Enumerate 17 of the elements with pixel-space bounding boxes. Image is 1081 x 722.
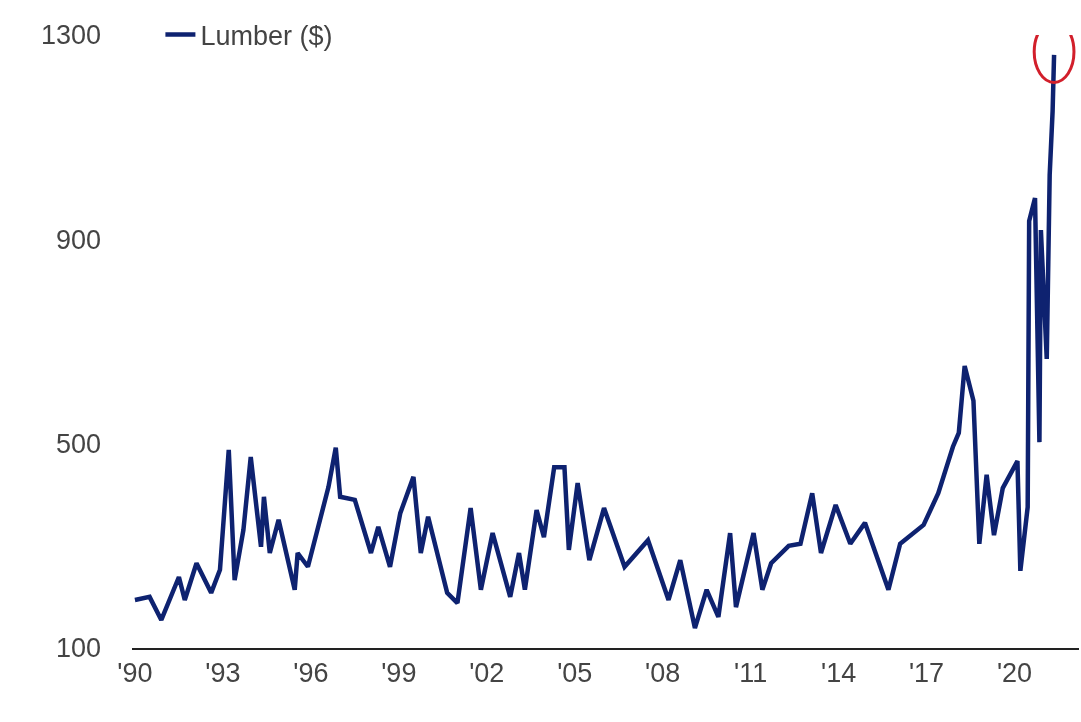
y-tick-label: 900 xyxy=(55,224,101,255)
x-tick-label: '99 xyxy=(381,658,417,689)
x-tick-label: '02 xyxy=(469,658,505,689)
x-tick-label: '17 xyxy=(908,658,945,689)
x-tick-label: '90 xyxy=(117,658,153,689)
x-tick-label: '96 xyxy=(293,658,329,689)
x-tick-label: '08 xyxy=(645,658,681,689)
x-tick-label: '05 xyxy=(557,658,593,689)
x-tick-label: '14 xyxy=(821,658,857,689)
x-tick-label: '20 xyxy=(996,658,1033,689)
y-tick-label: 1300 xyxy=(40,20,101,51)
x-tick-label: '11 xyxy=(734,658,768,689)
y-tick-label: 500 xyxy=(55,429,101,460)
x-tick-label: '93 xyxy=(205,658,241,689)
y-tick-label: 100 xyxy=(55,633,101,664)
line-series xyxy=(132,52,1057,631)
legend-label: Lumber ($) xyxy=(200,21,333,52)
